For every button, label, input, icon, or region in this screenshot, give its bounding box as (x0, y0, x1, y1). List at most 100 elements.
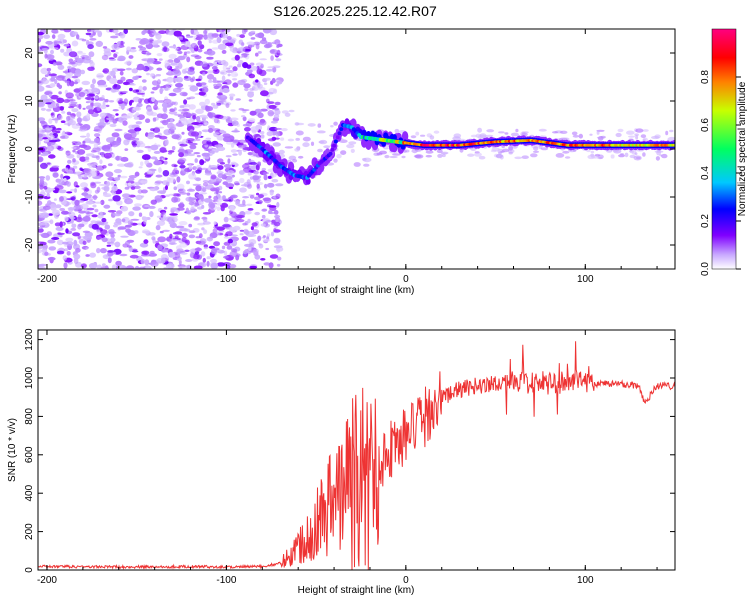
heatmap-noise-cell (225, 231, 233, 237)
heatmap-noise-cell (273, 237, 281, 244)
heatmap-noise-cell (62, 241, 69, 245)
heatmap-noise-cell (188, 201, 195, 206)
heatmap-halo-cell (333, 121, 338, 126)
heatmap-noise-cell (123, 98, 129, 105)
heatmap-noise-cell (111, 43, 121, 51)
heatmap-noise-cell (169, 213, 179, 216)
heatmap-halo-cell (394, 128, 400, 134)
heatmap-noise-cell (40, 107, 46, 111)
heatmap-noise-cell (186, 153, 196, 157)
heatmap-noise-cell (76, 117, 82, 124)
heatmap-noise-cell (179, 164, 186, 169)
heatmap-noise-cell (111, 132, 120, 138)
heatmap-noise-cell (258, 243, 262, 246)
heatmap-noise-cell (169, 173, 178, 178)
heatmap-noise-cell (131, 68, 139, 74)
heatmap-noise-cell (274, 217, 281, 224)
heatmap-halo-cell (651, 135, 660, 140)
heatmap-halo-cell (578, 133, 583, 139)
heatmap-noise-cell (213, 221, 217, 225)
heatmap-noise-cell (108, 198, 114, 202)
heatmap-noise-cell (57, 232, 65, 235)
heatmap-noise-cell (239, 170, 245, 175)
heatmap-noise-cell (216, 206, 221, 211)
heatmap-noise-cell (131, 250, 139, 253)
heatmap-noise-cell (174, 47, 179, 50)
heatmap-halo-cell (295, 130, 304, 136)
heatmap-noise-cell (202, 72, 206, 76)
heatmap-noise-cell (257, 51, 262, 54)
heatmap-halo-cell (477, 127, 482, 133)
heatmap-noise-cell (66, 251, 71, 256)
heatmap-noise-cell (129, 49, 137, 53)
heatmap-noise-cell (134, 127, 142, 132)
heatmap-halo-cell (587, 154, 595, 160)
heatmap-noise-cell (173, 107, 177, 111)
heatmap-noise-cell (46, 67, 52, 72)
heatmap-noise-cell (170, 207, 178, 212)
heatmap-noise-cell (135, 140, 144, 145)
heatmap-noise-cell (52, 172, 59, 178)
heatmap-noise-cell (164, 139, 169, 146)
heatmap-noise-cell (129, 254, 139, 259)
heatmap-noise-cell (235, 254, 240, 261)
heatmap-noise-cell (92, 194, 98, 201)
heatmap-noise-cell (46, 144, 55, 152)
heatmap-halo-cell (562, 150, 570, 154)
heatmap-noise-cell (123, 81, 130, 86)
heatmap-noise-cell (186, 56, 191, 63)
heatmap-noise-cell (141, 229, 150, 234)
heatmap-noise-cell (217, 158, 224, 164)
heatmap-noise-cell (39, 177, 45, 181)
heatmap-noise-cell (222, 64, 228, 71)
heatmap-noise-cell (247, 152, 253, 156)
heatmap-noise-cell (199, 122, 203, 125)
heatmap-noise-cell (39, 184, 44, 190)
heatmap-noise-cell (184, 67, 191, 71)
heatmap-noise-cell (211, 33, 220, 37)
heatmap-noise-cell (251, 222, 258, 227)
heatmap-noise-cell (150, 261, 159, 267)
heatmap-noise-cell (152, 127, 161, 133)
heatmap-noise-cell (186, 192, 191, 196)
heatmap-noise-cell (152, 117, 157, 122)
heatmap-noise-cell (203, 51, 212, 55)
heatmap-halo-cell (559, 130, 568, 134)
heatmap-halo-cell (302, 136, 311, 142)
heatmap-noise-cell (104, 122, 111, 125)
heatmap-noise-cell (45, 40, 54, 45)
heatmap-noise-cell (105, 104, 110, 108)
heatmap-noise-cell (120, 235, 129, 238)
heatmap-noise-cell (100, 229, 108, 235)
heatmap-noise-cell (260, 108, 268, 112)
heatmap-noise-cell (143, 216, 148, 222)
heatmap-halo-cell (669, 129, 674, 133)
heatmap-noise-cell (71, 108, 79, 113)
heatmap-noise-cell (93, 142, 99, 149)
heatmap-noise-cell (221, 245, 226, 250)
heatmap-noise-cell (115, 51, 119, 55)
heatmap-noise-cell (188, 104, 196, 110)
heatmap-noise-cell (120, 76, 126, 82)
heatmap-noise-cell (277, 256, 282, 261)
heatmap-ytick-label: 0 (24, 146, 35, 152)
heatmap-halo-cell (624, 152, 629, 158)
heatmap-noise-cell (154, 195, 163, 202)
heatmap-noise-cell (165, 185, 168, 191)
heatmap-halo-cell (555, 153, 565, 158)
colorbar-tick-label: 0.8 (700, 70, 711, 84)
heatmap-noise-cell (150, 199, 157, 205)
heatmap-noise-cell (157, 190, 166, 194)
heatmap-noise-cell (45, 127, 53, 131)
figure-title: S126.2025.225.12.42.R07 (273, 3, 437, 19)
heatmap-halo-cell (389, 155, 398, 159)
heatmap-noise-cell (113, 221, 122, 226)
heatmap-xlabel: Height of straight line (km) (298, 285, 415, 296)
heatmap-noise-cell (257, 83, 263, 89)
heatmap-noise-cell (203, 229, 208, 235)
heatmap-noise-cell (39, 208, 47, 212)
heatmap-noise-cell (96, 186, 101, 193)
heatmap-noise-cell (143, 239, 149, 244)
heatmap-noise-cell (55, 103, 60, 107)
